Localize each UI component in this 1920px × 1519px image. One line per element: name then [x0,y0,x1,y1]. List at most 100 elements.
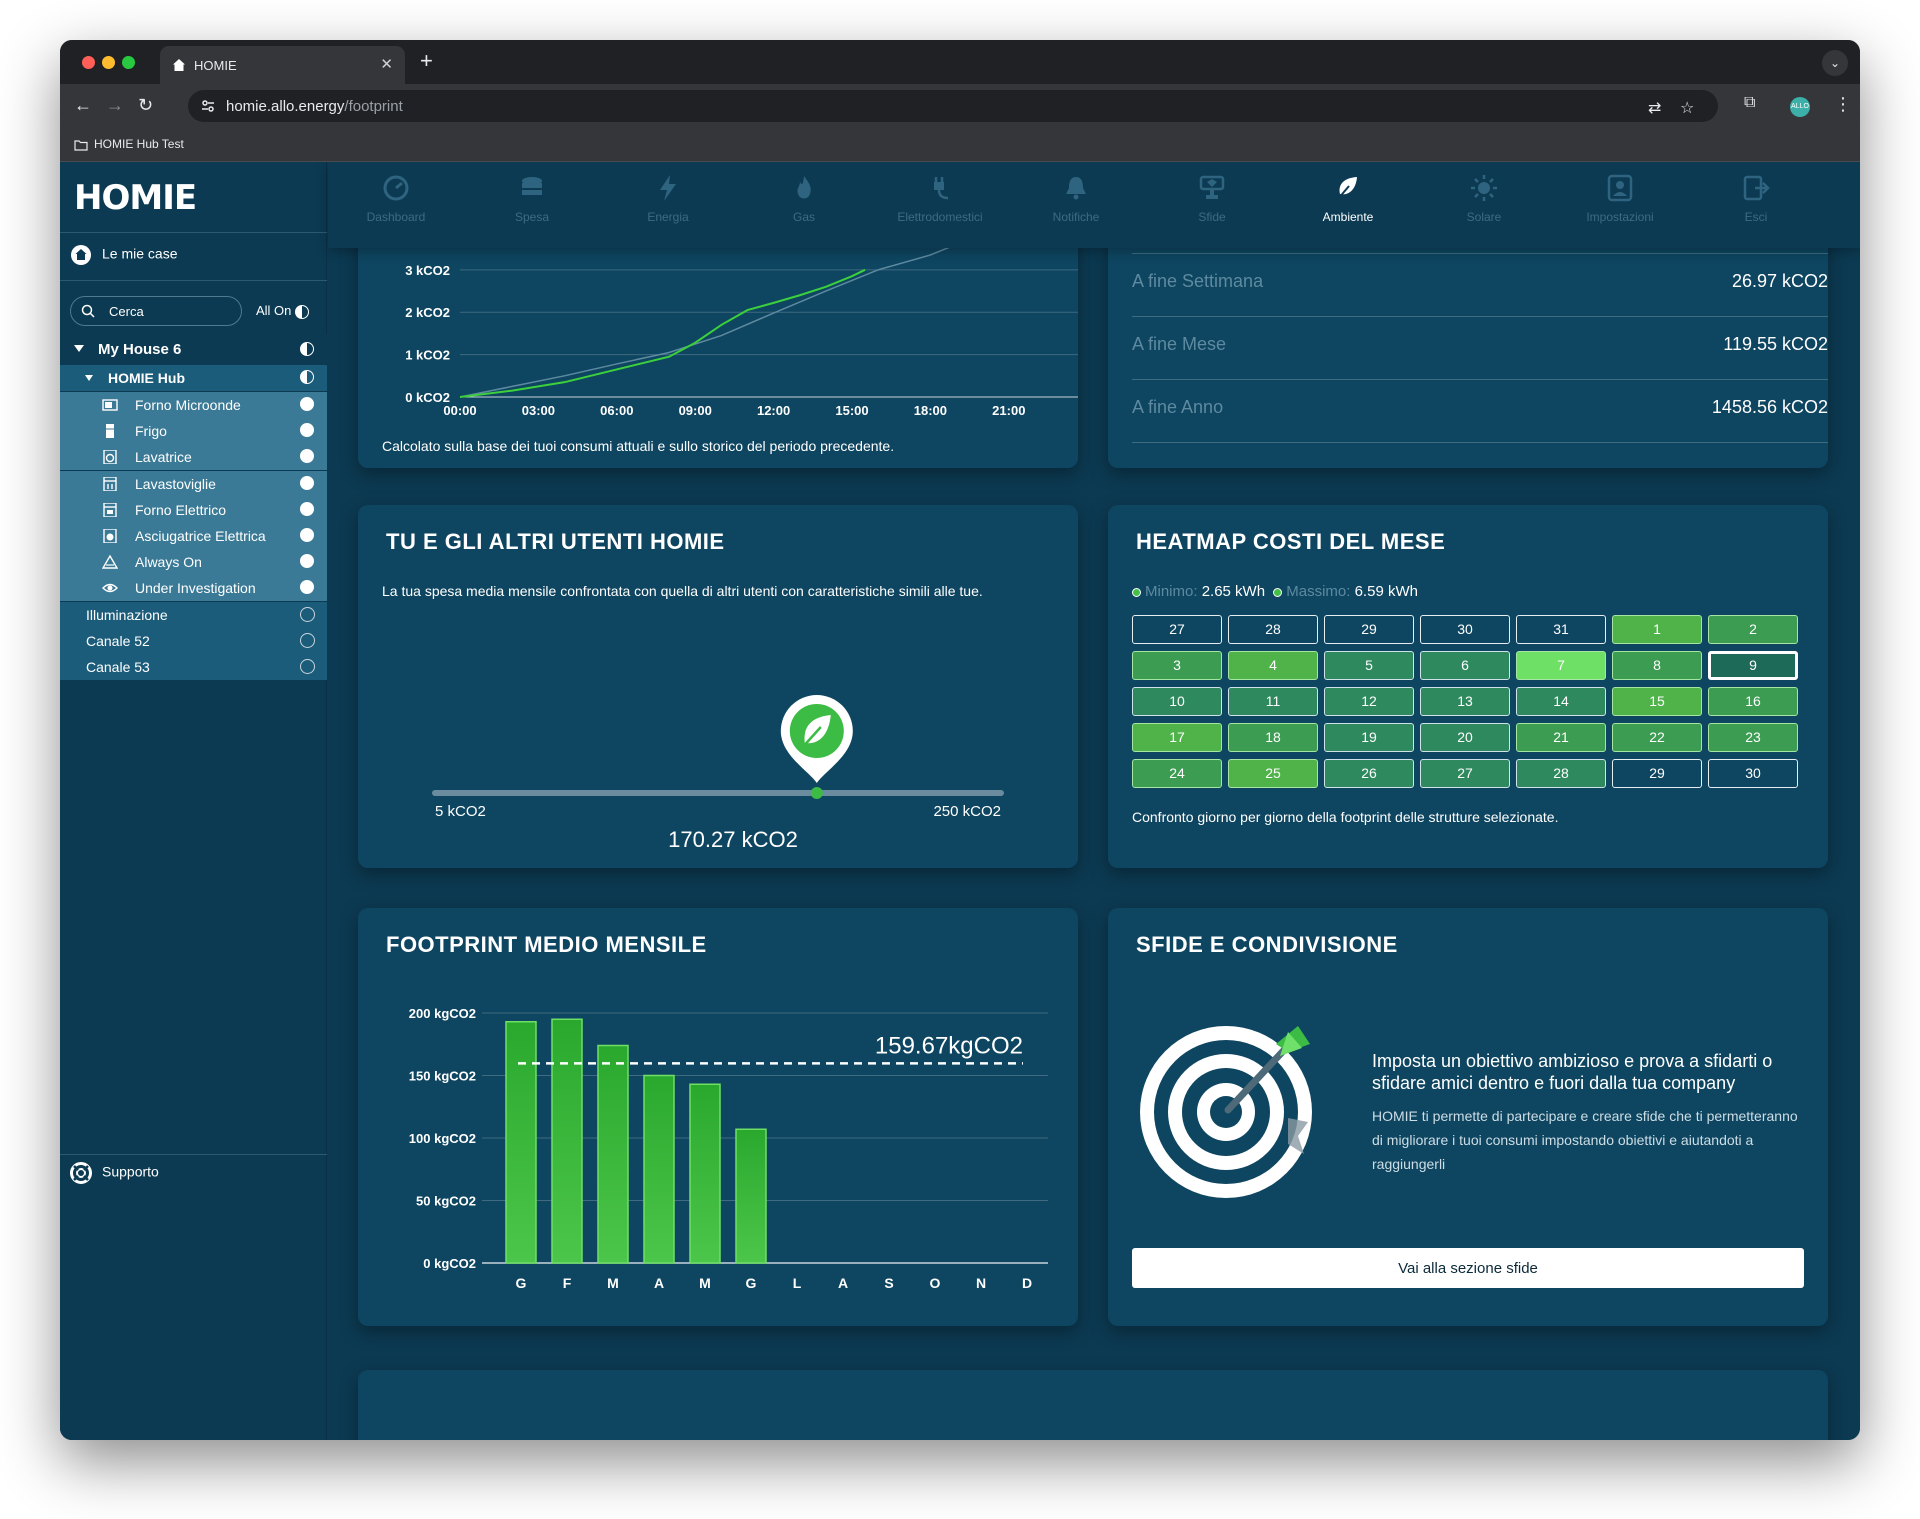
heatmap-cell[interactable]: 28 [1516,759,1606,788]
bar-6[interactable] [735,1128,767,1264]
device-power-state-icon[interactable] [300,423,314,438]
tree-house-my-house-6[interactable]: My House 6 [60,334,327,364]
bar-4[interactable] [643,1074,675,1264]
tree-device-row[interactable]: Forno Microonde [60,392,327,418]
tree-device-row[interactable]: Frigo [60,418,327,445]
bookmark-star-icon[interactable]: ☆ [1680,100,1695,117]
tree-hub-homie-hub[interactable]: HOMIE Hub [60,365,327,391]
tree-device-row[interactable]: Always On [60,549,327,576]
heatmap-cell[interactable]: 5 [1324,651,1414,680]
heatmap-cell[interactable]: 16 [1708,687,1798,716]
heatmap-cell[interactable]: 8 [1612,651,1702,680]
nav-sfide[interactable]: Sfide [1144,162,1280,248]
heatmap-cell[interactable]: 29 [1324,615,1414,644]
heatmap-cell[interactable]: 26 [1324,759,1414,788]
go-to-challenges-button[interactable]: Vai alla sezione sfide [1132,1248,1804,1288]
nav-impostazioni[interactable]: Impostazioni [1552,162,1688,248]
close-tab-icon[interactable]: ✕ [380,56,393,73]
heatmap-cell[interactable]: 19 [1324,723,1414,752]
heatmap-cell[interactable]: 12 [1324,687,1414,716]
device-power-state-icon[interactable] [300,475,314,490]
heatmap-cell[interactable]: 29 [1612,759,1702,788]
tree-channel-row[interactable]: Canale 53 [60,654,327,681]
all-on-toggle[interactable]: All On [256,303,310,319]
tree-channel-row[interactable]: Canale 52 [60,628,327,655]
heatmap-cell[interactable]: 24 [1132,759,1222,788]
hub-power-state-icon[interactable] [300,370,314,384]
tree-device-row[interactable]: Asciugatrice Elettrica [60,523,327,549]
device-power-state-icon[interactable] [300,397,314,411]
heatmap-cell[interactable]: 27 [1132,615,1222,644]
browser-menu-icon[interactable]: ⋮ [1834,94,1852,114]
heatmap-cell[interactable]: 18 [1228,723,1318,752]
site-settings-icon[interactable] [200,98,216,114]
heatmap-cell[interactable]: 23 [1708,723,1798,752]
house-power-state-icon[interactable] [300,342,314,356]
bar-5[interactable] [689,1083,721,1264]
nav-gas[interactable]: Gas [736,162,872,248]
minimize-window-button[interactable] [102,56,115,69]
channel-power-state-icon[interactable] [300,659,315,675]
heatmap-cell[interactable]: 10 [1132,687,1222,716]
maximize-window-button[interactable] [122,56,135,69]
heatmap-cell[interactable]: 31 [1516,615,1606,644]
heatmap-cell[interactable]: 7 [1516,651,1606,680]
browser-tab[interactable]: HOMIE ✕ [160,46,405,84]
heatmap-cell[interactable]: 28 [1228,615,1318,644]
heatmap-cell[interactable]: 11 [1228,687,1318,716]
heatmap-cell[interactable]: 2 [1708,615,1798,644]
device-power-state-icon[interactable] [300,501,314,516]
heatmap-cell[interactable]: 1 [1612,615,1702,644]
nav-esci[interactable]: Esci [1688,162,1824,248]
heatmap-cell[interactable]: 13 [1420,687,1510,716]
back-icon[interactable]: ← [74,95,92,115]
close-window-button[interactable] [82,56,95,69]
heatmap-cell[interactable]: 30 [1708,759,1798,788]
heatmap-cell[interactable]: 20 [1420,723,1510,752]
support-link[interactable]: Supporto [70,1162,159,1184]
translate-icon[interactable]: ⇄ [1648,100,1662,117]
heatmap-cell[interactable]: 17 [1132,723,1222,752]
tree-device-row[interactable]: Forno Elettrico [60,496,327,523]
address-bar[interactable]: homie.allo.energy/footprint ⇄ ☆ [188,90,1718,122]
heatmap-cell[interactable]: 6 [1420,651,1510,680]
heatmap-cell[interactable]: 30 [1420,615,1510,644]
device-power-state-icon[interactable] [300,554,314,569]
my-homes-link[interactable]: Le mie case [70,244,177,266]
bar-3[interactable] [597,1044,629,1264]
heatmap-cell[interactable]: 14 [1516,687,1606,716]
profile-avatar[interactable]: ALLO [1790,97,1810,117]
tab-search-button[interactable]: ⌄ [1822,50,1848,76]
new-tab-button[interactable]: + [420,48,433,73]
heatmap-cell[interactable]: 3 [1132,651,1222,680]
heatmap-cell[interactable]: 21 [1516,723,1606,752]
channel-power-state-icon[interactable] [300,607,315,622]
slider-thumb[interactable] [810,787,823,799]
heatmap-cell[interactable]: 22 [1612,723,1702,752]
device-power-state-icon[interactable] [300,528,314,542]
channel-power-state-icon[interactable] [300,633,315,649]
heatmap-cell[interactable]: 9 [1708,651,1798,680]
tree-device-row[interactable]: Under Investigation [60,575,327,602]
bar-2[interactable] [551,1018,583,1264]
nav-energia[interactable]: Energia [600,162,736,248]
nav-solare[interactable]: Solare [1416,162,1552,248]
heatmap-cell[interactable]: 27 [1420,759,1510,788]
device-power-state-icon[interactable] [300,580,314,595]
tree-device-row[interactable]: Lavastoviglie [60,470,327,497]
heatmap-cell[interactable]: 25 [1228,759,1318,788]
heatmap-cell[interactable]: 4 [1228,651,1318,680]
nav-dashboard[interactable]: Dashboard [328,162,464,248]
reload-icon[interactable]: ↻ [138,95,154,115]
tree-channel-row[interactable]: Illuminazione [60,602,327,628]
device-power-state-icon[interactable] [300,449,314,464]
search-input[interactable]: Cerca [70,296,242,326]
chevron-down-icon[interactable] [74,345,84,352]
nav-ambiente[interactable]: Ambiente [1280,162,1416,248]
heatmap-cell[interactable]: 15 [1612,687,1702,716]
extensions-icon[interactable]: ⧉ [1744,94,1756,111]
bar-1[interactable] [505,1021,537,1264]
nav-notifiche[interactable]: Notifiche [1008,162,1144,248]
nav-spesa[interactable]: Spesa [464,162,600,248]
tree-device-row[interactable]: Lavatrice [60,444,327,471]
